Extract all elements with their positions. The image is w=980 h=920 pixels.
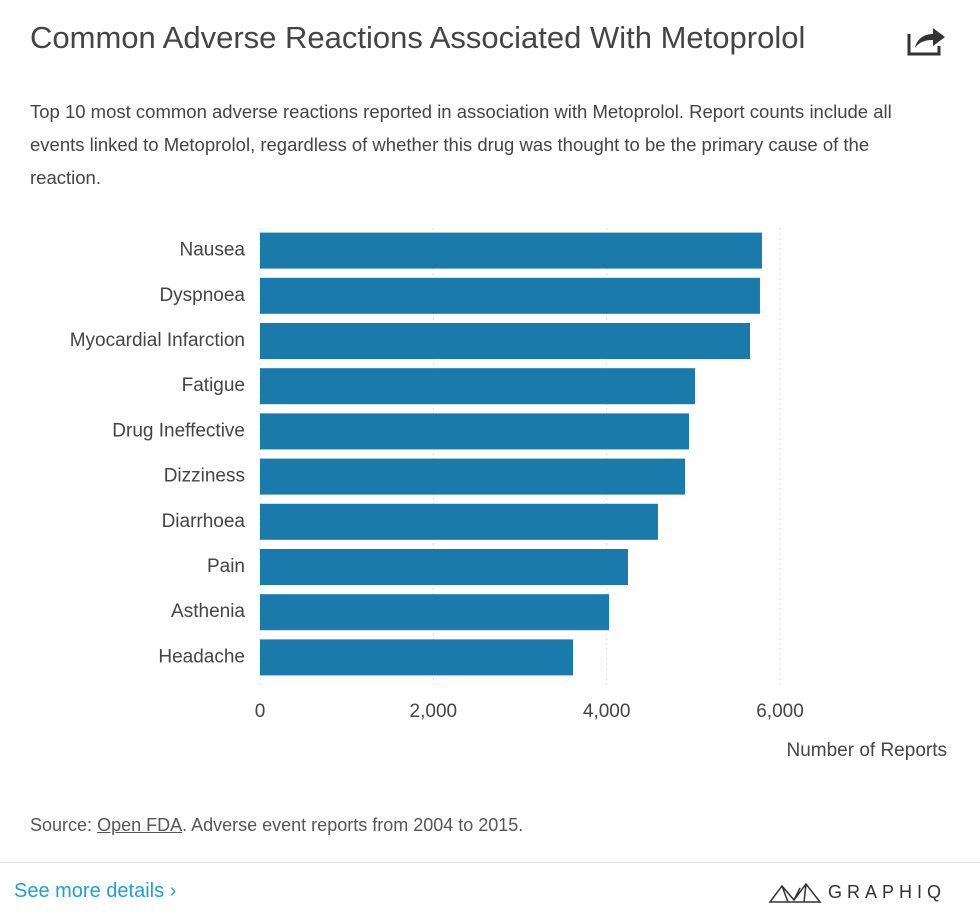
bar	[260, 368, 695, 405]
y-tick-label: Asthenia	[171, 601, 245, 622]
x-tick-label: 0	[255, 701, 266, 722]
share-icon[interactable]	[905, 24, 947, 58]
brand-logo	[768, 882, 822, 903]
source: Source: Open FDA. Adverse event reports …	[30, 815, 523, 836]
bar	[260, 458, 686, 495]
y-tick-label: Dyspnoea	[159, 285, 245, 306]
source-link[interactable]: Open FDA	[97, 815, 183, 835]
chart-subtitle: Top 10 most common adverse reactions rep…	[30, 101, 892, 188]
bar	[260, 503, 658, 540]
x-tick-label: 2,000	[410, 701, 458, 722]
chart: 0 2,000 4,000 6,000 Number of Reports Nausea D…	[70, 228, 947, 761]
divider	[0, 862, 980, 863]
bar	[260, 232, 762, 269]
y-tick-label: Dizziness	[164, 466, 245, 487]
chart-title: Common Adverse Reactions Associated With…	[30, 20, 806, 55]
bar	[260, 413, 689, 450]
bar	[260, 594, 610, 631]
x-tick-label: 6,000	[756, 701, 804, 722]
y-tick-label: Myocardial Infarction	[70, 330, 245, 351]
y-tick-label: Pain	[207, 556, 245, 577]
brand: GRAPHIQ	[828, 882, 947, 902]
source-text: . Adverse event reports from 2004 to 201…	[182, 815, 524, 835]
source-prefix: Source:	[30, 815, 93, 835]
x-tick-label: 4,000	[583, 701, 631, 722]
y-tick-label: Headache	[158, 646, 245, 667]
y-tick-label: Fatigue	[182, 375, 245, 396]
bar	[260, 277, 760, 314]
x-axis-label: Number of Reports	[786, 740, 947, 761]
bar	[260, 639, 574, 676]
y-tick-label: Diarrhoea	[162, 511, 246, 532]
y-tick-label: Drug Ineffective	[112, 420, 245, 441]
details-link[interactable]: See more details ›	[14, 880, 177, 902]
bar	[260, 549, 628, 585]
y-tick-label: Nausea	[180, 240, 246, 261]
bar	[260, 323, 751, 359]
